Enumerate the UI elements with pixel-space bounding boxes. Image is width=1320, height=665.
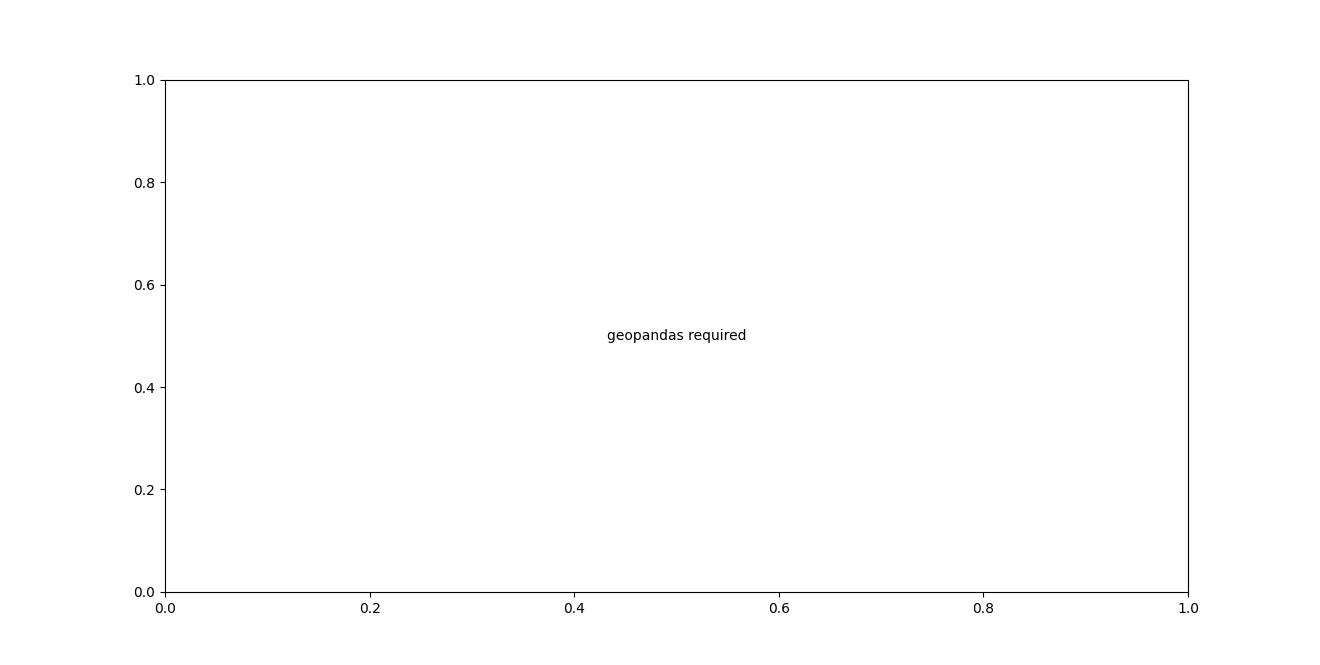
- Text: geopandas required: geopandas required: [607, 329, 746, 343]
